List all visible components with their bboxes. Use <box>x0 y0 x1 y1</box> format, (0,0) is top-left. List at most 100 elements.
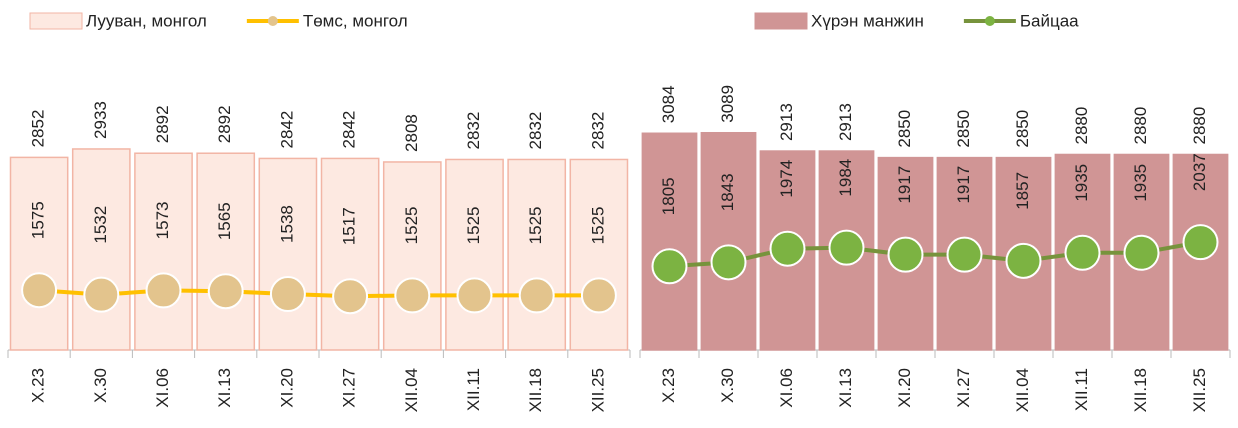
bar-value-label: 3089 <box>718 85 737 123</box>
bar <box>135 153 192 350</box>
bar <box>446 159 503 350</box>
x-tick-label: X.23 <box>659 368 678 403</box>
chart: Лууван, монгол Төмс, монгол X.23 X.30 XI.06 X… <box>0 0 1238 423</box>
line-value-label: 1917 <box>954 166 973 204</box>
x-tick-label: XII.25 <box>588 368 607 412</box>
line-value-label: 1974 <box>777 160 796 198</box>
x-tick-label: XII.18 <box>526 368 545 412</box>
x-tick-label: XI.20 <box>895 368 914 408</box>
line-value-label: 1843 <box>718 173 737 211</box>
bar-value-label: 2880 <box>1131 107 1150 145</box>
x-tick-label: XI.13 <box>215 368 234 408</box>
line-marker <box>1007 244 1041 278</box>
bar-value-label: 2880 <box>1190 107 1209 145</box>
bar-value-label: 2850 <box>1013 110 1032 148</box>
line-value-label: 1805 <box>659 177 678 215</box>
line-marker <box>582 278 616 312</box>
bar-value-label: 2913 <box>836 103 855 141</box>
line-marker <box>712 245 746 279</box>
x-tick-label: X.30 <box>718 368 737 403</box>
line-value-label: 1984 <box>836 159 855 197</box>
bar-value-label: 2850 <box>954 110 973 148</box>
legend-label: Лууван, монгол <box>86 11 207 30</box>
line-marker <box>271 277 305 311</box>
x-tick-label: XI.13 <box>836 368 855 408</box>
x-tick-label: X.23 <box>29 368 48 403</box>
legend-label: Байцаа <box>1020 11 1079 30</box>
line-value-label: 1917 <box>895 166 914 204</box>
line-marker <box>653 249 687 283</box>
bar-value-label: 2892 <box>153 105 172 143</box>
line-value-label: 1573 <box>153 201 172 239</box>
line-marker <box>333 279 367 313</box>
x-tick-label: XI.20 <box>277 368 296 408</box>
x-tick-label: XII.18 <box>1131 368 1150 412</box>
line-value-label: 1575 <box>29 201 48 239</box>
line-value-label: 1532 <box>91 206 110 244</box>
bar <box>197 153 254 350</box>
bar-value-label: 2832 <box>464 112 483 150</box>
x-tick-label: XI.06 <box>153 368 172 408</box>
bar <box>259 158 316 350</box>
bar <box>701 133 755 350</box>
line-value-label: 1525 <box>588 206 607 244</box>
line-marker <box>520 278 554 312</box>
legend-label: Төмс, монгол <box>303 11 408 30</box>
legend-swatch <box>30 13 82 29</box>
line-value-label: 1935 <box>1072 164 1091 202</box>
x-tick-label: X.30 <box>91 368 110 403</box>
line-marker <box>458 278 492 312</box>
bar-value-label: 2880 <box>1072 107 1091 145</box>
bar-value-label: 2913 <box>777 103 796 141</box>
x-tick-label: XII.04 <box>402 368 421 412</box>
bar <box>10 157 67 350</box>
line-marker <box>889 238 923 272</box>
x-tick-label: XII.11 <box>464 368 483 411</box>
line-marker <box>84 278 118 312</box>
legend-swatch <box>755 13 807 29</box>
bar-value-label: 2892 <box>215 105 234 143</box>
line-marker <box>209 274 243 308</box>
x-tick-label: XI.06 <box>777 368 796 408</box>
legend-marker <box>985 16 995 26</box>
bar-value-label: 2832 <box>526 112 545 150</box>
line-value-label: 2037 <box>1190 153 1209 191</box>
line-value-label: 1857 <box>1013 172 1032 210</box>
line-marker <box>948 238 982 272</box>
line-marker <box>1184 225 1218 259</box>
bar-value-label: 2832 <box>588 112 607 150</box>
line-value-label: 1565 <box>215 202 234 240</box>
line-marker <box>395 278 429 312</box>
legend-marker <box>268 16 278 26</box>
bar <box>384 162 441 350</box>
bar-value-label: 2842 <box>277 111 296 149</box>
line-value-label: 1525 <box>464 206 483 244</box>
line-marker <box>830 231 864 265</box>
line-marker <box>1125 236 1159 270</box>
bar-value-label: 2933 <box>91 101 110 139</box>
bar-value-label: 2808 <box>402 114 421 152</box>
x-tick-label: XII.04 <box>1013 368 1032 412</box>
bar-value-label: 2852 <box>29 110 48 148</box>
bar <box>73 149 130 350</box>
x-tick-label: XII.25 <box>1190 368 1209 412</box>
line-marker <box>771 232 805 266</box>
line-marker <box>1066 236 1100 270</box>
bar <box>321 158 378 350</box>
bar-value-label: 2850 <box>895 110 914 148</box>
line-value-label: 1935 <box>1131 164 1150 202</box>
line-value-label: 1525 <box>402 206 421 244</box>
bar <box>508 159 565 350</box>
bar-value-label: 3084 <box>659 85 678 123</box>
bar <box>570 159 627 350</box>
x-tick-label: XII.11 <box>1072 368 1091 411</box>
bar <box>642 133 696 350</box>
line-marker <box>22 273 56 307</box>
line-marker <box>147 273 181 307</box>
x-tick-label: XI.27 <box>340 368 359 408</box>
line-value-label: 1517 <box>340 207 359 245</box>
bar-value-label: 2842 <box>340 111 359 149</box>
line-value-label: 1525 <box>526 206 545 244</box>
line-value-label: 1538 <box>277 205 296 243</box>
legend-label: Хүрэн манжин <box>811 11 924 30</box>
